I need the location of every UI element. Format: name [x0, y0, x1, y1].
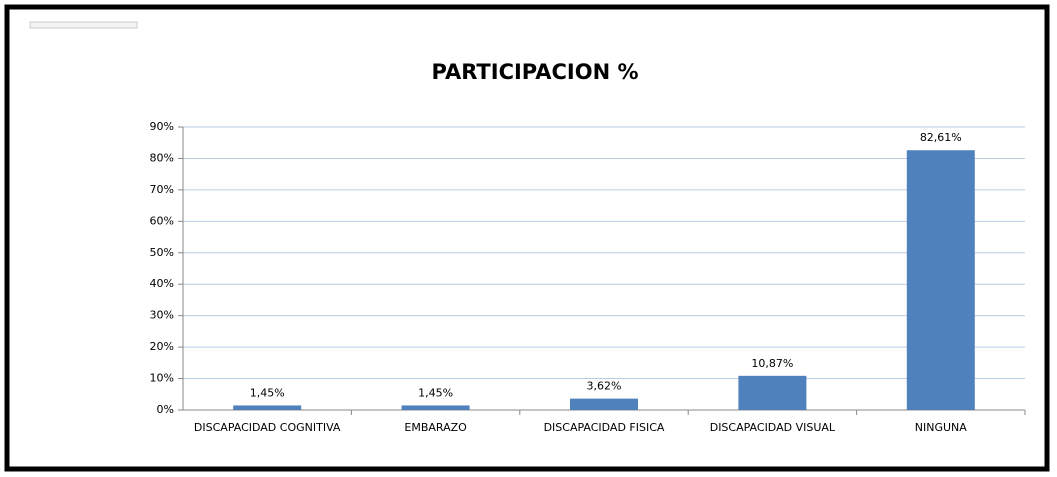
- y-tick-label: 90%: [150, 120, 174, 133]
- y-tick-label: 40%: [150, 277, 174, 290]
- data-label: 3,62%: [587, 380, 622, 393]
- data-label: 10,87%: [751, 357, 793, 370]
- bar: [570, 398, 638, 410]
- bar: [233, 405, 302, 410]
- y-tick-label: 20%: [150, 340, 174, 353]
- x-tick-label: EMBARAZO: [404, 421, 467, 434]
- bar: [401, 405, 470, 410]
- x-tick-label: DISCAPACIDAD VISUAL: [709, 421, 836, 434]
- chart-title: PARTICIPACION %: [431, 60, 638, 84]
- data-label: 82,61%: [920, 131, 962, 144]
- y-tick-label: 30%: [150, 309, 174, 322]
- x-tick-label: NINGUNA: [914, 421, 967, 434]
- y-tick-label: 50%: [150, 246, 174, 259]
- y-tick-label: 0%: [157, 403, 174, 416]
- data-label: 1,45%: [250, 386, 285, 399]
- y-tick-label: 60%: [150, 214, 174, 227]
- y-tick-label: 80%: [150, 151, 174, 164]
- data-label: 1,45%: [418, 386, 453, 399]
- x-tick-label: DISCAPACIDAD FISICA: [543, 421, 665, 434]
- bar: [906, 150, 975, 411]
- y-tick-label: 70%: [150, 183, 174, 196]
- x-tick-label: DISCAPACIDAD COGNITIVA: [193, 421, 341, 434]
- frame: [4, 4, 1050, 472]
- tab: [29, 21, 138, 29]
- bar: [738, 375, 807, 410]
- y-tick-label: 10%: [150, 372, 174, 385]
